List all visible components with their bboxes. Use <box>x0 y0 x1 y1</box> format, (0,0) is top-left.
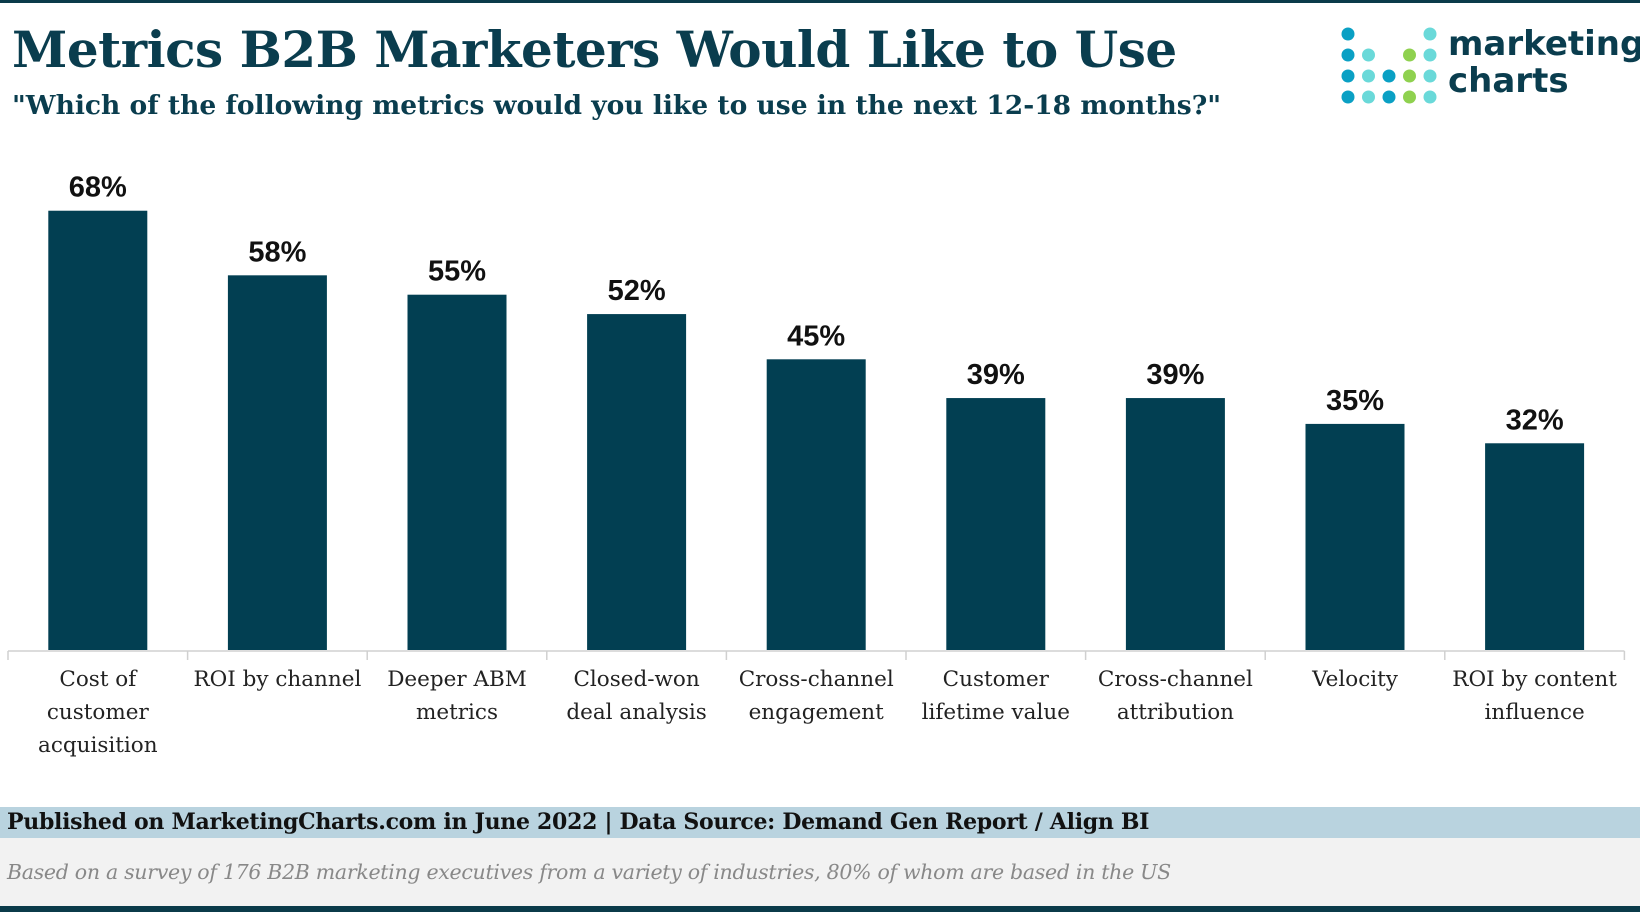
logo-dot <box>1382 90 1396 104</box>
category-label: influence <box>1484 700 1584 725</box>
category-label: Velocity <box>1311 667 1399 692</box>
logo-text: marketing charts <box>1448 26 1640 100</box>
bottom-border <box>0 906 1640 912</box>
marketingcharts-logo: marketing charts <box>1340 26 1640 106</box>
data-label: 32% <box>1506 404 1564 436</box>
category-label: Closed-won <box>573 667 699 692</box>
logo-dot <box>1423 48 1437 62</box>
bar <box>766 359 866 650</box>
category-label: ROI by content <box>1452 667 1617 692</box>
logo-line2: charts <box>1448 61 1569 101</box>
logo-dot <box>1341 27 1355 41</box>
logo-dot <box>1341 48 1355 62</box>
bar <box>48 210 148 650</box>
data-label: 68% <box>69 172 127 204</box>
logo-dot <box>1423 90 1437 104</box>
category-label: acquisition <box>38 733 158 758</box>
category-label: ROI by channel <box>193 667 361 692</box>
data-label: 39% <box>1146 359 1204 391</box>
bar-chart: 68% Cost of customer acquisition 58% ROI by c… <box>7 172 1626 758</box>
logo-dot <box>1403 48 1416 62</box>
data-label: 55% <box>428 256 486 288</box>
bar <box>227 275 327 650</box>
chart-subtitle: "Which of the following metrics would yo… <box>12 90 1222 121</box>
category-label: Deeper ABM <box>387 667 527 692</box>
data-label: 58% <box>248 236 306 268</box>
category-label: lifetime value <box>922 700 1070 725</box>
logo-dots-icon <box>1341 27 1437 104</box>
top-border <box>0 0 1640 3</box>
source-text: Published on MarketingCharts.com in June… <box>7 809 1150 835</box>
logo-dot <box>1362 48 1375 62</box>
logo-dot <box>1403 90 1416 104</box>
logo-dot <box>1341 69 1355 83</box>
category-label: customer <box>47 700 150 725</box>
category-label: metrics <box>416 700 498 725</box>
category-label: Cost of <box>59 667 138 692</box>
category-label: Cross-channel <box>1098 667 1253 692</box>
category-label: deal analysis <box>566 700 706 725</box>
bar <box>946 398 1046 650</box>
category-label: engagement <box>749 700 885 725</box>
category-label: attribution <box>1117 700 1234 725</box>
data-label: 35% <box>1326 385 1384 417</box>
logo-dot <box>1382 69 1396 83</box>
category-label: Customer <box>943 667 1050 692</box>
data-label: 45% <box>787 320 845 352</box>
data-label: 39% <box>967 359 1025 391</box>
logo-dot <box>1423 69 1437 83</box>
bar <box>407 294 507 650</box>
logo-dot <box>1341 90 1355 104</box>
survey-note: Based on a survey of 176 B2B marketing e… <box>7 860 1171 884</box>
category-label: Cross-channel <box>739 667 894 692</box>
logo-dot <box>1362 69 1375 83</box>
logo-dot <box>1362 90 1375 104</box>
bar <box>587 314 687 650</box>
source-band: Published on MarketingCharts.com in June… <box>0 807 1640 838</box>
note-band: Based on a survey of 176 B2B marketing e… <box>0 838 1640 906</box>
bar <box>1485 443 1585 650</box>
bar <box>1305 423 1405 650</box>
data-label: 52% <box>608 275 666 307</box>
bar <box>1125 398 1225 650</box>
chart-title: Metrics B2B Marketers Would Like to Use <box>12 20 1177 79</box>
logo-dot <box>1423 27 1437 41</box>
logo-line1: marketing <box>1448 24 1640 64</box>
logo-dot <box>1403 69 1416 83</box>
